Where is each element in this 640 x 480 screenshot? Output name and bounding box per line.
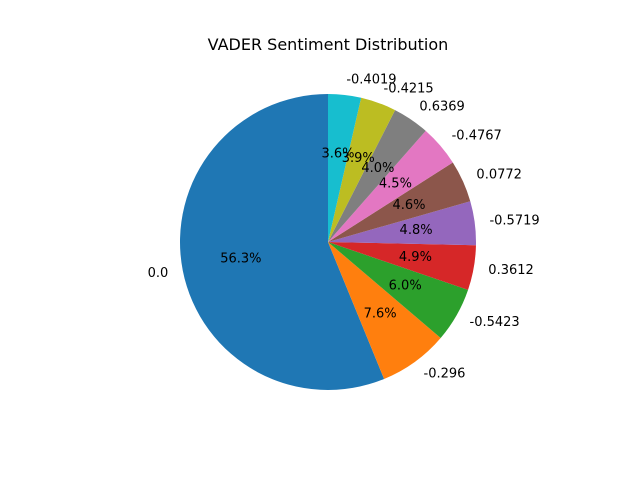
pie-slice-labels: 0.0 -0.296 -0.5423 0.3612 -0.5719 0.0772 -0.47… [148, 73, 540, 382]
pie-percent-label: 4.9% [399, 250, 432, 265]
pie-slice-label: -0.5423 [470, 315, 520, 330]
pie-percent-label: 3.9% [342, 151, 375, 166]
pie-slice-label: -0.5719 [489, 214, 539, 229]
pie-slice [328, 94, 362, 242]
pie-percent-labels: 56.3% 7.6% 6.0% 4.9% 4.8% 4.6% 4.5%4.0%3.9%3.6… [220, 146, 432, 321]
chart-title: VADER Sentiment Distribution [208, 35, 449, 54]
pie-slices [179, 94, 476, 390]
pie-slice [328, 242, 476, 290]
pie-slice [328, 201, 476, 246]
pie-slice-label: 0.6369 [419, 100, 465, 115]
pie-percent-label: 4.5% [379, 177, 412, 192]
pie-slice [328, 242, 441, 379]
pie-slice-label: -0.296 [424, 366, 466, 381]
pie-slice [328, 97, 396, 242]
pie-slice [328, 162, 471, 242]
pie-percent-label: 4.8% [400, 223, 433, 238]
pie-percent-label: 3.6% [321, 146, 354, 161]
pie-slice-label: 0.0772 [476, 168, 522, 183]
pie-slice-label: 0.0 [148, 266, 169, 281]
pie-percent-label: 6.0% [389, 278, 422, 293]
pie-percent-label: 56.3% [220, 252, 261, 267]
pie-slice [328, 242, 469, 338]
pie-slice-label: -0.4019 [346, 73, 396, 88]
pie-percent-label: 7.6% [364, 306, 397, 321]
pie-slice [328, 110, 426, 243]
pie-slice [179, 94, 385, 390]
pie-percent-label: 4.6% [392, 198, 425, 213]
pie-percent-label: 4.0% [361, 161, 394, 176]
pie-slice-label: -0.4767 [452, 129, 502, 144]
pie-slice-label: -0.4215 [384, 81, 434, 96]
pie-slice [328, 130, 453, 242]
pie-slice-label: 0.3612 [488, 263, 534, 278]
